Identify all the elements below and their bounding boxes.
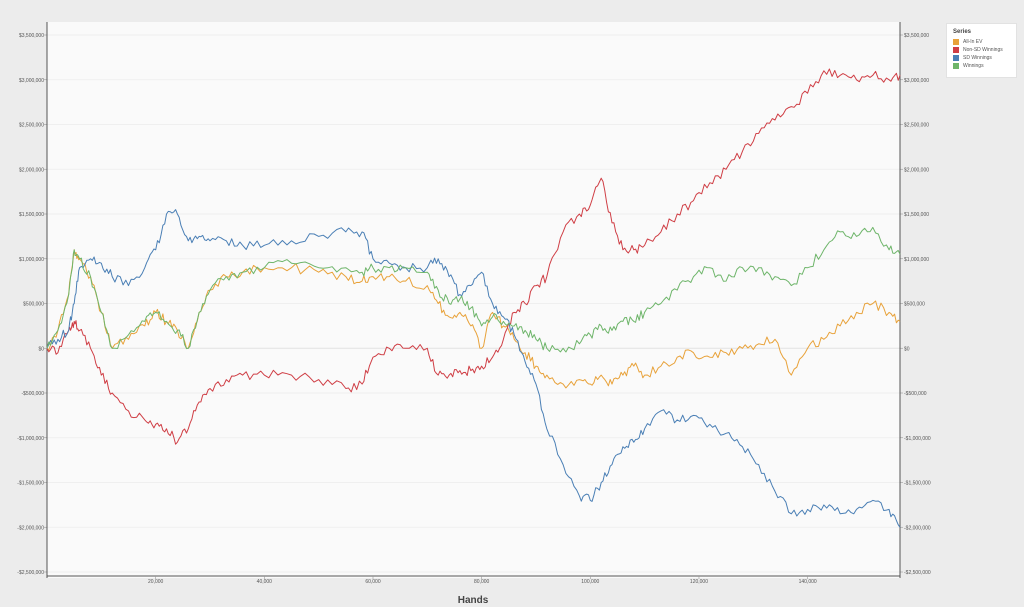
legend-item[interactable]: Non-SD Winnings: [953, 46, 1010, 54]
y-tick-label-right: -$1,000,000: [904, 436, 931, 442]
legend-swatch: [953, 63, 959, 69]
tick-labels: -$2,500,000 -$2,500,000 -$2,000,000 -$2,000…: [17, 33, 931, 585]
y-tick-label-right: $1,500,000: [904, 212, 929, 218]
legend-label: SD Winnings: [963, 55, 992, 61]
y-tick-label-left: -$2,000,000: [17, 525, 44, 531]
legend-swatch: [953, 55, 959, 61]
y-tick-label-left: -$1,500,000: [17, 481, 44, 487]
legend-item[interactable]: All-In EV: [953, 38, 1010, 46]
y-tick-label-left: $3,000,000: [19, 78, 44, 84]
x-tick-label: 60,000: [365, 579, 381, 585]
legend: Series All-In EV Non-SD Winnings SD Winnin…: [946, 23, 1017, 78]
y-tick-label-left: -$1,000,000: [17, 436, 44, 442]
series-line-non-sd-winnings: [46, 68, 901, 445]
x-tick-label: 120,000: [690, 579, 708, 585]
axes: [44, 22, 903, 579]
plot-area: [47, 22, 900, 578]
y-tick-label-right: -$2,000,000: [904, 525, 931, 531]
y-tick-label-right: $0: [904, 346, 910, 352]
y-tick-label-right: -$2,500,000: [904, 570, 931, 576]
series-line-sd-winnings: [46, 209, 901, 528]
x-axis-title: Hands: [458, 595, 489, 606]
y-tick-label-right: -$500,000: [904, 391, 927, 397]
y-tick-label-right: $3,500,000: [904, 33, 929, 39]
legend-label: All-In EV: [963, 39, 983, 45]
x-tick-label: 20,000: [148, 579, 164, 585]
series-line-winnings: [46, 226, 901, 353]
y-tick-label-right: $1,000,000: [904, 257, 929, 263]
y-tick-label-right: $2,000,000: [904, 167, 929, 173]
y-tick-label-left: $1,500,000: [19, 212, 44, 218]
y-tick-label-left: $2,000,000: [19, 167, 44, 173]
y-tick-label-left: -$2,500,000: [17, 570, 44, 576]
legend-items: All-In EV Non-SD Winnings SD Winnings Winni…: [953, 38, 1010, 70]
y-tick-label-left: $1,000,000: [19, 257, 44, 263]
legend-item[interactable]: Winnings: [953, 62, 1010, 70]
y-tick-label-right: $2,500,000: [904, 123, 929, 129]
x-tick-label: 40,000: [257, 579, 273, 585]
legend-label: Winnings: [963, 63, 984, 69]
legend-title: Series: [953, 29, 972, 35]
y-tick-label-right: $3,000,000: [904, 78, 929, 84]
x-tick-label: 80,000: [474, 579, 490, 585]
y-tick-label-left: $0: [38, 346, 44, 352]
legend-swatch: [953, 39, 959, 45]
y-tick-label-left: -$500,000: [21, 391, 44, 397]
y-tick-label-right: -$1,500,000: [904, 481, 931, 487]
x-tick-label: 140,000: [799, 579, 817, 585]
gridlines: [47, 34, 900, 573]
x-tick-label: 100,000: [581, 579, 599, 585]
legend-swatch: [953, 47, 959, 53]
series-line-all-in-ev: [46, 249, 901, 389]
legend-item[interactable]: SD Winnings: [953, 54, 1010, 62]
y-tick-label-left: $3,500,000: [19, 33, 44, 39]
series-lines: [46, 68, 901, 528]
y-tick-label-left: $500,000: [23, 302, 44, 308]
y-tick-label-right: $500,000: [904, 302, 925, 308]
legend-label: Non-SD Winnings: [963, 47, 1003, 53]
y-tick-label-left: $2,500,000: [19, 123, 44, 129]
